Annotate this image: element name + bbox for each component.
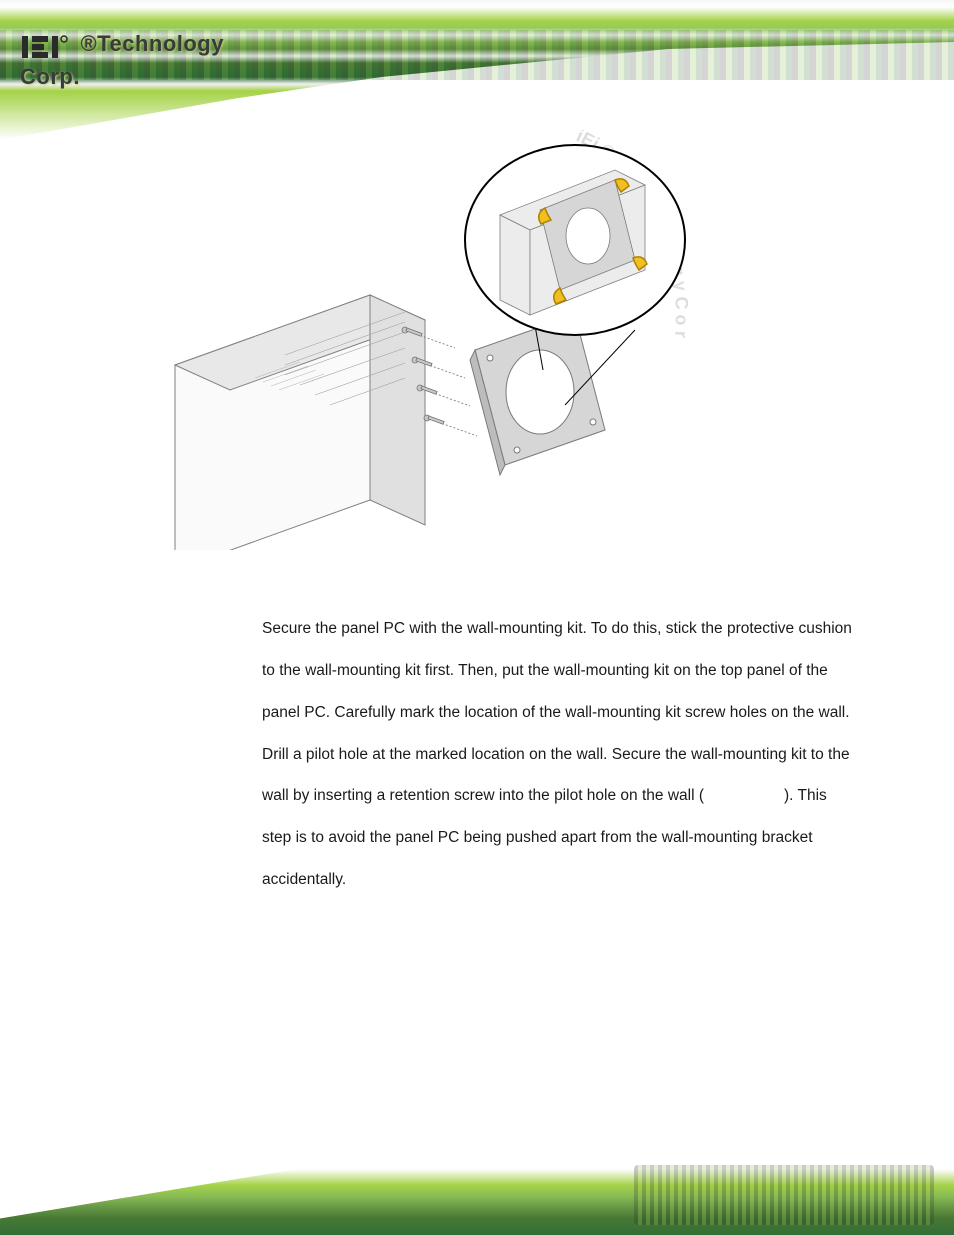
step-text-part1: Secure the panel PC with the wall-mounti… <box>262 620 852 804</box>
callout-bubble <box>465 145 685 335</box>
brand-logo-area: ®Technology Corp. <box>20 30 240 90</box>
panel-pc <box>175 295 425 550</box>
page-footer-band <box>0 1125 954 1235</box>
page-header-band: ®Technology Corp. <box>0 0 954 140</box>
footer-circuit-texture <box>634 1165 934 1225</box>
step-body-text: Secure the panel PC with the wall-mounti… <box>262 608 852 901</box>
iei-logo-icon <box>20 30 70 64</box>
installation-diagram: iEi ® T e c h n o l o g y C o r p . <box>145 130 705 550</box>
